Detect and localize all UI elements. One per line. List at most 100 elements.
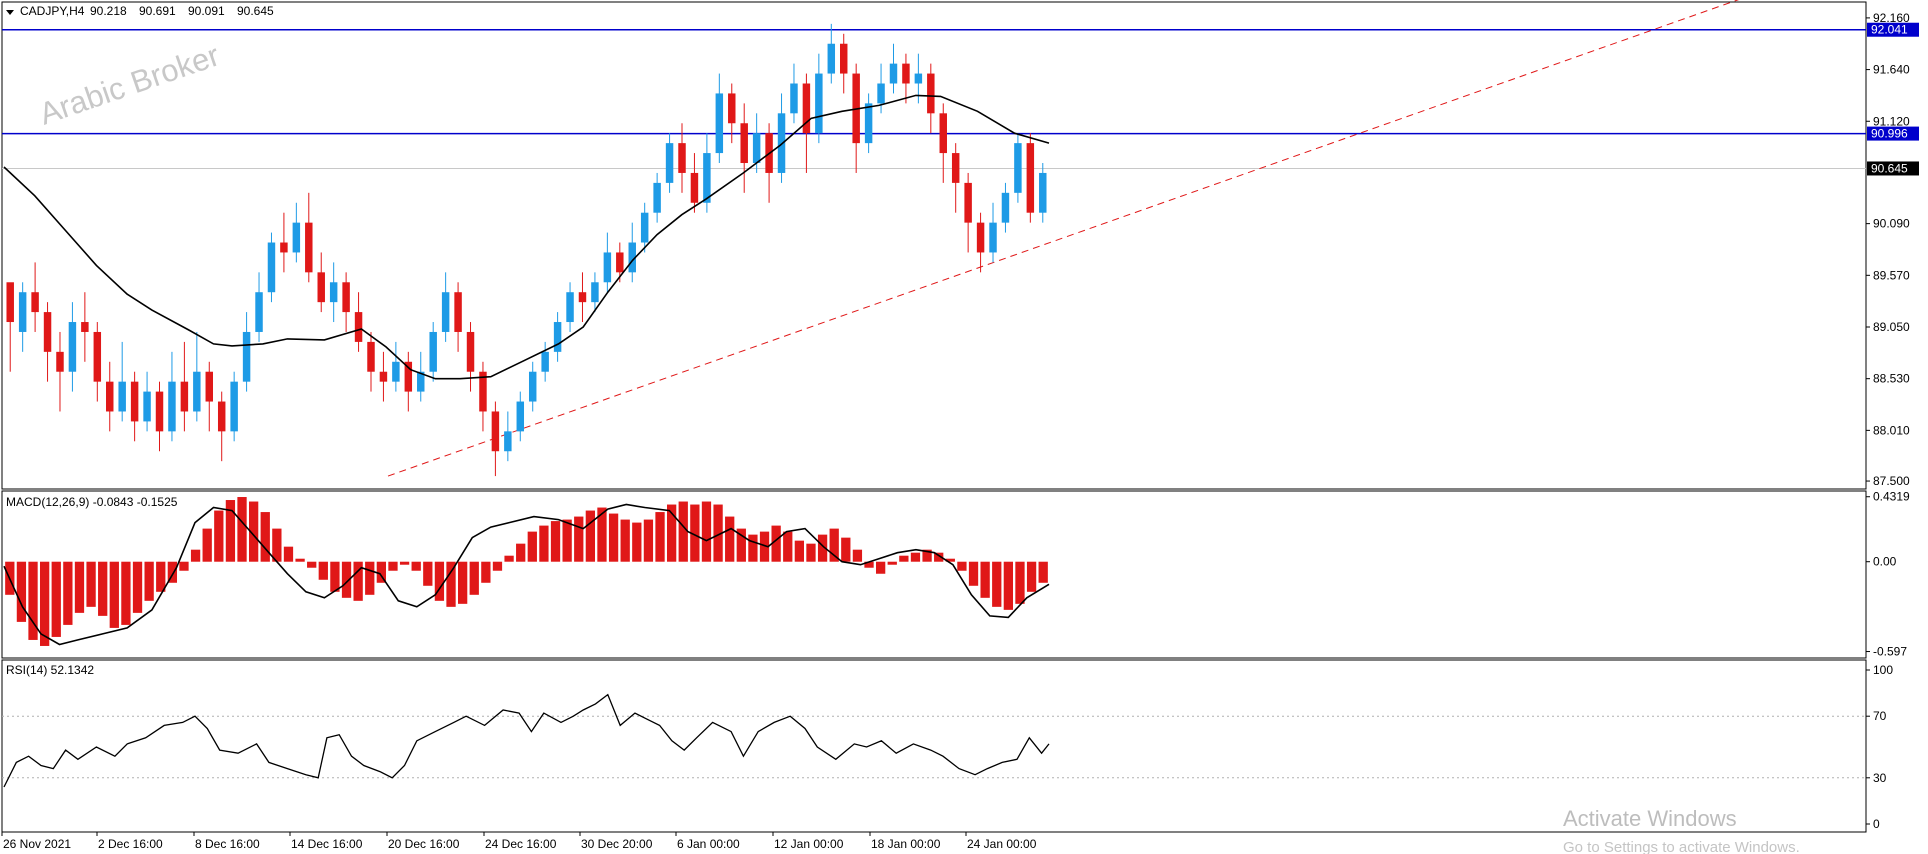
candle-body (217, 401, 226, 432)
macd-bar (887, 561, 897, 565)
macd-bar (980, 561, 990, 598)
macd-bar (98, 561, 108, 616)
candle-body (106, 381, 114, 412)
candle-body (902, 63, 910, 84)
price-tick-label: 91.120 (1873, 114, 1910, 128)
macd-bar (156, 561, 166, 592)
rsi-levels (2, 715, 1866, 779)
high-value: 90.691 (139, 4, 176, 18)
candle-body (1026, 143, 1035, 213)
macd-bar (562, 519, 572, 562)
rsi-axis: 100 70 30 0 (1866, 663, 1893, 831)
macd-bar (574, 516, 584, 562)
rsi-tick-label: 30 (1873, 771, 1887, 785)
macd-bar (934, 552, 944, 562)
candle-body (703, 153, 711, 203)
candle-body (914, 73, 923, 84)
candle-body (367, 341, 375, 372)
macd-bar (63, 561, 73, 625)
macd-bar (330, 561, 340, 592)
macd-bar (481, 561, 491, 583)
candle-body (329, 282, 338, 303)
macd-bar (248, 501, 259, 562)
macd-bar (167, 561, 178, 583)
symbol-label: CADJPY,H4 (20, 4, 85, 18)
candle-body (6, 282, 14, 323)
activate-windows-title: Activate Windows (1563, 806, 1737, 831)
candle-body (889, 63, 898, 84)
candle-body (255, 292, 263, 332)
price-tick-label: 89.570 (1873, 268, 1910, 282)
macd-bar (411, 561, 421, 571)
macd-axis: 0.4319 0.00 -0.597 (1866, 490, 1910, 659)
price-tick-label: 91.640 (1873, 63, 1910, 77)
macd-bar (806, 543, 816, 562)
macd-bar (678, 501, 688, 562)
candle-body (317, 272, 325, 303)
candle-body (466, 331, 475, 372)
macd-bar (910, 552, 921, 562)
price-badge-bg (1867, 126, 1919, 141)
candle-body (93, 331, 102, 382)
macd-bar (272, 528, 282, 562)
time-tick-label: 20 Dec 16:00 (388, 837, 460, 851)
macd-title: MACD(12,26,9) -0.0843 -0.1525 (6, 495, 178, 509)
macd-tick-label: 0.00 (1873, 555, 1897, 569)
macd-bar (713, 504, 723, 562)
time-tick-label: 12 Jan 00:00 (774, 837, 844, 851)
macd-bar (817, 534, 828, 562)
macd-bar (144, 561, 154, 601)
macd-bar (516, 543, 526, 562)
price-tick-label: 89.050 (1873, 320, 1910, 334)
macd-bar (74, 561, 85, 613)
candle-body (715, 93, 724, 154)
candle-body (640, 212, 649, 243)
candle-body (454, 292, 462, 332)
trendline-layer (387, 0, 1739, 477)
macd-bar (608, 513, 619, 562)
macd-bar (190, 549, 201, 562)
candle-body (939, 113, 947, 154)
macd-bar (318, 561, 328, 580)
candle-body (354, 312, 363, 342)
rsi-tick-label: 100 (1873, 663, 1893, 677)
candle-body (56, 351, 64, 372)
macd-bar (492, 561, 503, 571)
time-tick-label: 30 Dec 20:00 (581, 837, 653, 851)
time-tick-label: 6 Jan 00:00 (677, 837, 740, 851)
macd-bar (109, 561, 119, 628)
macd-bar (666, 504, 677, 562)
price-tick-label: 90.090 (1873, 217, 1910, 231)
macd-bar (469, 561, 479, 595)
macd-bar (1038, 561, 1048, 583)
triangle-down-icon[interactable] (6, 10, 14, 15)
candle-body (441, 292, 450, 332)
macd-bar (1015, 561, 1025, 604)
candle-body (603, 252, 612, 283)
macd-bar (1003, 561, 1014, 610)
macd-bar (423, 561, 433, 586)
macd-bar (446, 561, 456, 607)
candle-body (964, 182, 972, 223)
open-value: 90.218 (90, 4, 127, 18)
candle-body (267, 242, 276, 293)
macd-signal-layer (3, 503, 1050, 646)
candle-body (728, 93, 736, 124)
candle-body (578, 292, 587, 303)
macd-bar (388, 561, 398, 571)
candle-body (429, 331, 437, 372)
price-badge-label: 90.996 (1871, 127, 1908, 141)
candle-body (392, 361, 400, 382)
candle-body (81, 322, 89, 332)
price-tick-label: 92.160 (1873, 11, 1910, 25)
macd-bar (945, 558, 955, 562)
candle-body (180, 381, 189, 412)
low-value: 90.091 (188, 4, 225, 18)
rsi-title: RSI(14) 52.1342 (6, 663, 94, 677)
macd-bar (759, 531, 770, 562)
candle-body (404, 361, 413, 392)
current-price-badge-label: 90.645 (1871, 161, 1908, 175)
price-badges: 92.041 90.996 90.645 (1867, 22, 1919, 176)
candle-body (802, 83, 811, 134)
macd-bar (875, 561, 886, 574)
